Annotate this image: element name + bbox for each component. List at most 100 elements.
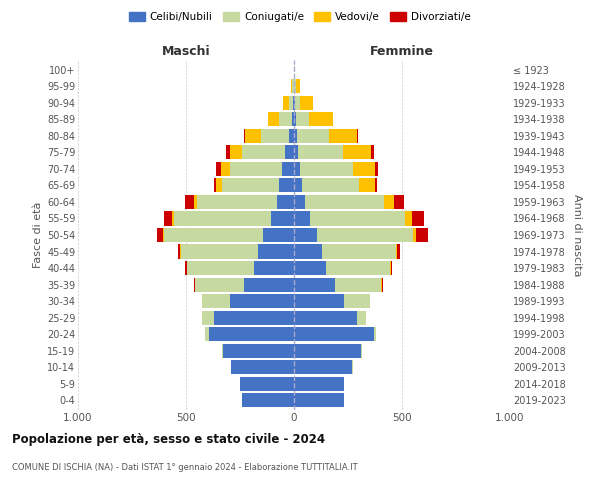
Y-axis label: Anni di nascita: Anni di nascita	[572, 194, 583, 276]
Bar	[187, 261, 254, 275]
Bar	[309, 112, 333, 126]
Bar	[226, 146, 230, 160]
Legend: Celibi/Nubili, Coniugati/e, Vedovi/e, Divorziati/e: Celibi/Nubili, Coniugati/e, Vedovi/e, Di…	[125, 8, 475, 26]
Y-axis label: Fasce di età: Fasce di età	[32, 202, 43, 268]
Text: COMUNE DI ISCHIA (NA) - Dati ISTAT 1° gennaio 2024 - Elaborazione TUTTITALIA.IT: COMUNE DI ISCHIA (NA) - Dati ISTAT 1° ge…	[12, 462, 358, 471]
Bar	[298, 146, 343, 160]
Bar	[294, 310, 356, 324]
Bar	[289, 129, 294, 143]
Bar	[394, 195, 404, 209]
Bar	[214, 310, 294, 324]
Bar	[302, 178, 359, 192]
Bar	[181, 244, 259, 258]
Bar	[164, 228, 263, 242]
Bar	[221, 162, 230, 176]
Bar	[343, 146, 371, 160]
Bar	[295, 96, 301, 110]
Bar	[283, 96, 289, 110]
Text: Maschi: Maschi	[161, 44, 211, 58]
Bar	[242, 393, 294, 407]
Bar	[294, 96, 295, 110]
Bar	[205, 327, 209, 341]
Text: Femmine: Femmine	[370, 44, 434, 58]
Bar	[294, 112, 296, 126]
Bar	[353, 162, 375, 176]
Bar	[260, 129, 289, 143]
Bar	[371, 146, 374, 160]
Bar	[294, 278, 335, 291]
Bar	[359, 178, 375, 192]
Bar	[301, 162, 353, 176]
Bar	[202, 294, 230, 308]
Bar	[157, 228, 163, 242]
Bar	[232, 360, 294, 374]
Bar	[214, 178, 216, 192]
Bar	[305, 195, 383, 209]
Bar	[277, 195, 294, 209]
Bar	[383, 195, 394, 209]
Bar	[286, 146, 294, 160]
Bar	[310, 212, 405, 226]
Bar	[294, 294, 344, 308]
Bar	[271, 212, 294, 226]
Bar	[294, 195, 305, 209]
Bar	[295, 80, 296, 94]
Bar	[194, 195, 197, 209]
Text: Popolazione per età, sesso e stato civile - 2024: Popolazione per età, sesso e stato civil…	[12, 432, 325, 446]
Bar	[164, 212, 172, 226]
Bar	[361, 344, 362, 357]
Bar	[244, 129, 245, 143]
Bar	[294, 244, 322, 258]
Bar	[294, 212, 310, 226]
Bar	[296, 80, 300, 94]
Bar	[294, 393, 344, 407]
Bar	[294, 129, 297, 143]
Bar	[221, 178, 279, 192]
Bar	[268, 112, 279, 126]
Bar	[209, 327, 294, 341]
Bar	[259, 244, 294, 258]
Bar	[292, 80, 293, 94]
Bar	[216, 178, 221, 192]
Bar	[412, 212, 424, 226]
Bar	[382, 278, 383, 291]
Bar	[375, 162, 378, 176]
Bar	[279, 178, 294, 192]
Bar	[296, 112, 309, 126]
Bar	[230, 162, 282, 176]
Bar	[301, 96, 313, 110]
Bar	[294, 261, 326, 275]
Bar	[416, 228, 428, 242]
Bar	[221, 344, 223, 357]
Bar	[335, 278, 382, 291]
Bar	[282, 162, 294, 176]
Bar	[230, 294, 294, 308]
Bar	[289, 96, 293, 110]
Bar	[279, 112, 292, 126]
Bar	[391, 261, 392, 275]
Bar	[294, 162, 301, 176]
Bar	[172, 212, 174, 226]
Bar	[297, 129, 329, 143]
Bar	[197, 195, 277, 209]
Bar	[230, 146, 242, 160]
Bar	[356, 310, 367, 324]
Bar	[185, 195, 194, 209]
Bar	[216, 162, 221, 176]
Bar	[326, 261, 390, 275]
Bar	[294, 178, 302, 192]
Bar	[163, 228, 164, 242]
Bar	[294, 146, 298, 160]
Bar	[322, 244, 395, 258]
Bar	[294, 360, 352, 374]
Bar	[244, 278, 294, 291]
Bar	[397, 244, 400, 258]
Bar	[344, 294, 370, 308]
Bar	[254, 261, 294, 275]
Bar	[223, 344, 294, 357]
Bar	[294, 344, 361, 357]
Bar	[294, 228, 317, 242]
Bar	[292, 112, 294, 126]
Bar	[185, 261, 187, 275]
Bar	[293, 96, 294, 110]
